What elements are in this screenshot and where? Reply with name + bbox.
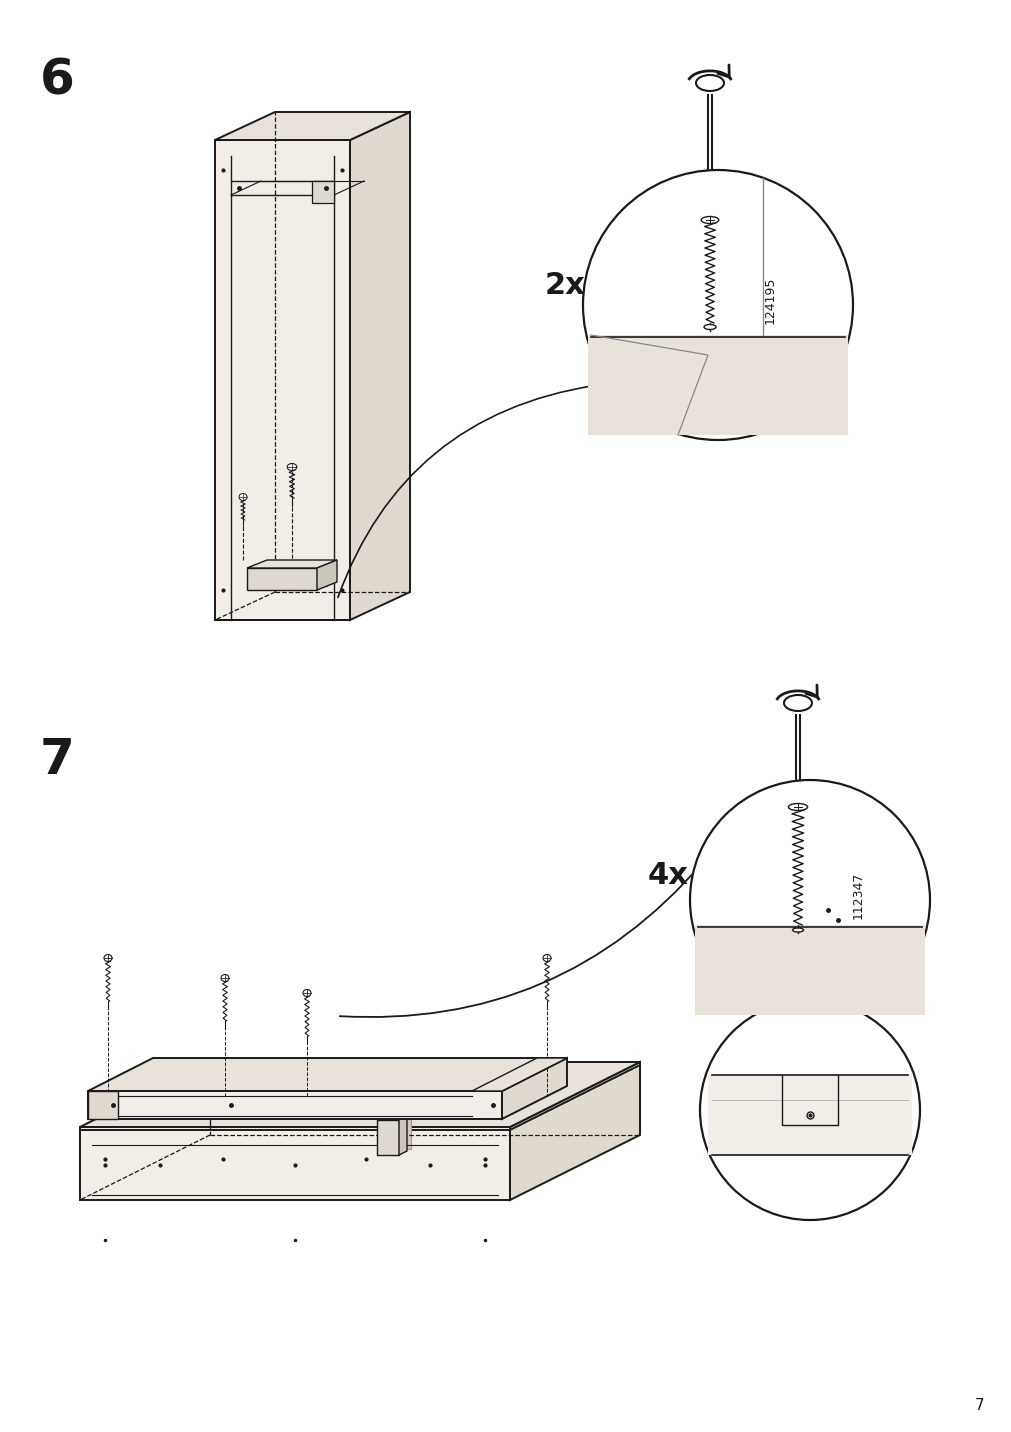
Text: 4x: 4x [647,861,687,889]
Text: 7: 7 [975,1398,984,1412]
Ellipse shape [788,803,807,811]
Polygon shape [377,1116,406,1120]
Polygon shape [88,1058,566,1091]
FancyArrowPatch shape [717,64,729,77]
Ellipse shape [792,928,803,932]
Polygon shape [388,1114,410,1148]
Polygon shape [80,1127,510,1191]
Polygon shape [247,560,337,569]
Polygon shape [501,1058,566,1118]
Text: 7: 7 [39,736,75,783]
Polygon shape [80,1063,639,1127]
Polygon shape [311,180,334,203]
Polygon shape [257,564,327,586]
Polygon shape [88,1091,501,1118]
Ellipse shape [543,955,550,961]
Polygon shape [214,112,409,140]
Polygon shape [398,1116,406,1156]
Ellipse shape [696,74,723,92]
Polygon shape [510,1065,639,1200]
Circle shape [582,170,852,440]
Polygon shape [510,1063,639,1191]
Polygon shape [247,569,316,590]
FancyArrowPatch shape [338,385,594,597]
Polygon shape [88,1091,118,1118]
Circle shape [700,1000,919,1220]
FancyArrowPatch shape [805,684,817,697]
Polygon shape [316,560,337,590]
Ellipse shape [704,325,716,329]
Text: 112347: 112347 [850,871,863,919]
Polygon shape [350,112,409,620]
Ellipse shape [287,464,296,471]
Polygon shape [587,335,847,435]
Polygon shape [377,1120,398,1156]
Text: 2x: 2x [544,271,584,299]
Ellipse shape [220,975,228,981]
Text: 6: 6 [39,56,74,105]
Ellipse shape [104,955,112,961]
Polygon shape [695,925,924,1015]
Polygon shape [214,140,350,620]
Polygon shape [708,1075,911,1156]
FancyArrowPatch shape [340,862,703,1017]
Ellipse shape [784,695,811,712]
Polygon shape [80,1130,510,1200]
Text: 124195: 124195 [762,276,775,324]
Ellipse shape [701,216,718,223]
Ellipse shape [302,990,310,997]
Circle shape [690,780,929,1020]
Ellipse shape [239,494,247,501]
Polygon shape [471,1058,566,1091]
